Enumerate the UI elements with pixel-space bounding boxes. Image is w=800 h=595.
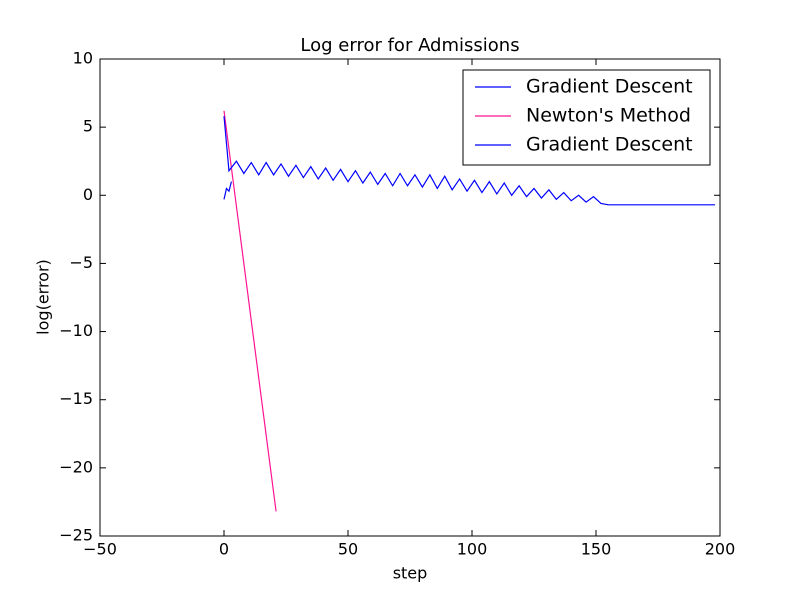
y-tick-label: −10 (59, 321, 93, 340)
legend-box (462, 69, 711, 166)
y-tick-label: −15 (59, 389, 93, 408)
y-tick-label: 0 (83, 185, 93, 204)
x-tick-label: 200 (705, 540, 736, 559)
legend-label: Newton's Method (526, 105, 691, 127)
plot-frame (99, 58, 721, 537)
y-axis-label: log(error) (34, 259, 53, 335)
x-tick-label: 0 (219, 540, 229, 559)
x-tick-label: 100 (457, 540, 488, 559)
x-tick-label: −50 (83, 540, 117, 559)
y-tick-label: −5 (69, 253, 93, 272)
series-line (223, 110, 277, 512)
y-tick-label: −20 (59, 457, 93, 476)
y-tick-label: −25 (59, 526, 93, 545)
legend-label: Gradient Descent (526, 134, 693, 156)
x-axis-label: step (393, 564, 428, 583)
y-tick-label: 5 (83, 117, 93, 136)
series-line (223, 116, 716, 206)
series-line (223, 181, 233, 200)
y-tick-label: 10 (73, 49, 93, 68)
x-tick-label: 150 (581, 540, 612, 559)
chart-title: Log error for Admissions (300, 35, 519, 56)
legend-label: Gradient Descent (526, 76, 693, 98)
x-tick-label: 50 (338, 540, 358, 559)
